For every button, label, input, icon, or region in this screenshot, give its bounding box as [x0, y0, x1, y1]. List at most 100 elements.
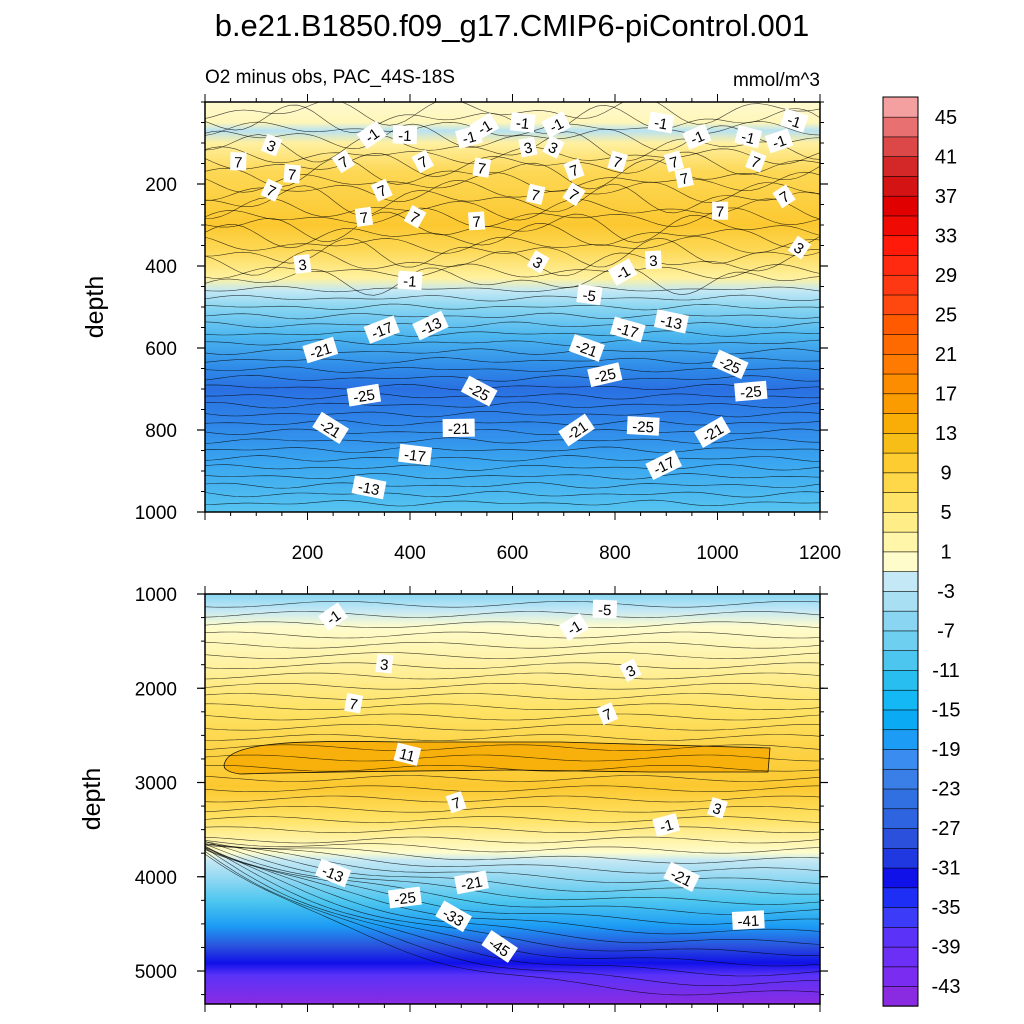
contour-label-bg: [542, 135, 565, 159]
contour-label-bg: [442, 418, 475, 438]
lower-ylabel: depth: [78, 768, 106, 831]
contour-label-bg: [460, 375, 498, 407]
contour-line: [205, 734, 820, 741]
lower-panel-field: [205, 594, 820, 1004]
contour-line: [205, 848, 820, 945]
contour-label: -13: [351, 475, 387, 500]
contour-label-bg: [645, 449, 683, 481]
colorbar-swatch: [882, 472, 919, 493]
contour-label: 11: [393, 742, 422, 766]
contour-label-bg: [619, 658, 642, 682]
contour-label: 7: [230, 152, 247, 171]
contour-label-text: -25: [393, 889, 417, 909]
colorbar-swatch: [882, 827, 919, 849]
contour-label-bg: [626, 416, 660, 436]
contour-label-bg: [454, 870, 489, 895]
contour-line: [205, 383, 820, 391]
lower-axes: 1000 2000 3000 4000 5000: [135, 585, 828, 1012]
colorbar-label: -11: [932, 660, 959, 682]
contour-label-text: -21: [460, 873, 485, 894]
contour-label: -1: [397, 270, 423, 291]
y-tick-label: 2000: [135, 679, 177, 700]
y-tick-label: 800: [145, 421, 177, 442]
contour-line: [205, 499, 820, 507]
contour-label-text: -1: [739, 128, 756, 148]
contour-label-bg: [472, 157, 492, 178]
contour-line: [205, 785, 820, 792]
contour-line: [205, 374, 820, 382]
contour-label-text: 3: [649, 253, 658, 270]
colorbar-label: 21: [935, 344, 957, 366]
contour-label-bg: [607, 258, 638, 286]
contour-line: [205, 631, 820, 639]
colorbar-swatch: [882, 195, 919, 217]
contour-label-bg: [734, 125, 763, 149]
lower-core-blob: [223, 741, 771, 775]
contour-line: [205, 211, 820, 243]
contour-line: [205, 222, 820, 249]
contour-label-bg: [411, 149, 435, 174]
contour-label-bg: [652, 813, 681, 837]
contour-label: 7: [283, 164, 301, 184]
contour-line: [205, 248, 820, 277]
contour-label-text: -21: [448, 421, 470, 438]
contour-label-bg: [370, 178, 393, 202]
contour-label: 7: [674, 167, 694, 188]
contour-label: -25: [734, 380, 768, 402]
contour-line: [205, 392, 820, 400]
colorbar-label: -19: [932, 739, 961, 761]
colorbar-swatch: [882, 511, 919, 533]
contour-label: -1: [318, 602, 349, 631]
contour-label-text: -25: [632, 418, 655, 436]
colorbar-swatch: [882, 235, 919, 256]
contour-line: [205, 754, 820, 762]
contour-label-bg: [772, 184, 796, 209]
x-tick-label: 600: [497, 543, 529, 564]
contour-label-text: -21: [573, 338, 599, 361]
colorbar-swatch: [882, 215, 919, 237]
contour-line: [205, 849, 820, 935]
contour-label: -13: [653, 309, 689, 334]
contour-label-text: -1: [770, 132, 788, 152]
colorbar-label: 13: [935, 423, 957, 445]
contour-label-bg: [559, 613, 589, 641]
contour-label: -1: [652, 813, 681, 837]
contour-label-bg: [609, 316, 646, 343]
contour-label: 7: [260, 178, 283, 202]
contour-label: 3: [526, 250, 550, 274]
contour-label-bg: [397, 270, 423, 291]
contour-label: 3: [518, 136, 538, 158]
colorbar-label: -39: [932, 937, 961, 959]
contour-label-bg: [356, 120, 387, 150]
contour-label: -25: [587, 362, 623, 388]
contour-label-bg: [541, 111, 571, 138]
contour-line: [205, 843, 820, 884]
contour-line: [205, 123, 820, 152]
contour-label: 3: [293, 254, 312, 274]
colorbar-label: 37: [935, 186, 957, 208]
contour-label-text: -41: [737, 913, 760, 931]
colorbar-swatch: [882, 175, 919, 197]
upper-panel-field: [205, 102, 820, 512]
upper-ylabel: depth: [81, 276, 109, 339]
contour-label-bg: [344, 693, 364, 714]
contour-label: -1: [607, 258, 638, 286]
contour-label: 7: [562, 182, 586, 207]
contour-label-bg: [526, 250, 550, 274]
contour-label-bg: [346, 383, 382, 407]
contour-label-text: 7: [359, 209, 370, 227]
y-tick-label: 1000: [135, 585, 177, 606]
contour-line: [205, 765, 820, 772]
contour-line: [205, 455, 820, 462]
colorbar-swatch: [882, 393, 919, 414]
contour-line: [205, 303, 820, 311]
colorbar-swatch: [882, 294, 919, 316]
contour-label: -25: [346, 383, 382, 407]
contour-label-text: -17: [615, 320, 641, 342]
contour-line: [205, 662, 820, 669]
contour-line: [205, 826, 820, 833]
contour-line: [205, 171, 820, 193]
contour-label-text: -25: [352, 386, 376, 406]
